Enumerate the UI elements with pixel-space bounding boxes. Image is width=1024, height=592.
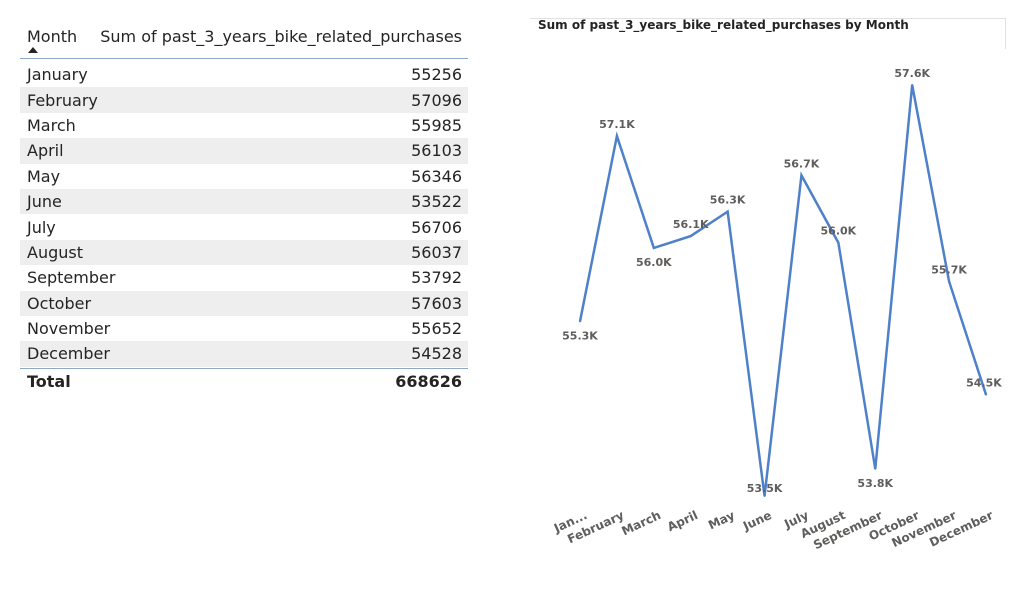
data-label: 54.5K (966, 377, 1002, 390)
x-tick-label: April (665, 508, 700, 534)
line-chart-visual[interactable]: Sum of past_3_years_bike_related_purchas… (530, 12, 1006, 582)
purchases-cell: 56103 (411, 141, 462, 161)
purchases-cell: 57096 (411, 90, 462, 110)
x-tick-label: March (619, 508, 663, 538)
table-row[interactable]: September 53792 (20, 265, 468, 290)
purchases-cell: 55652 (411, 319, 462, 339)
data-label: 55.3K (562, 329, 598, 342)
purchases-cell: 55256 (411, 65, 462, 85)
data-point[interactable] (985, 393, 987, 396)
data-point[interactable] (615, 135, 618, 138)
table-total-row: Total 668626 (20, 367, 468, 395)
data-label: 57.6K (894, 67, 930, 80)
x-tick-label: June (740, 508, 774, 534)
data-table: Month Sum of past_3_years_bike_related_p… (20, 20, 468, 395)
table-row[interactable]: January 55256 (20, 62, 468, 87)
data-point[interactable] (800, 174, 803, 177)
table-header: Month Sum of past_3_years_bike_related_p… (20, 20, 468, 59)
purchases-cell: 57603 (411, 293, 462, 313)
month-cell: February (27, 90, 98, 110)
sort-ascending-icon[interactable] (28, 47, 38, 53)
month-cell: July (27, 217, 56, 237)
total-label: Total (27, 372, 71, 392)
purchases-cell: 53522 (411, 192, 462, 212)
column-header-month[interactable]: Month (27, 27, 78, 46)
table-row[interactable]: April 56103 (20, 138, 468, 164)
month-cell: October (27, 293, 92, 313)
data-label: 56.7K (784, 157, 820, 170)
data-point[interactable] (652, 246, 655, 249)
total-value: 668626 (395, 372, 462, 392)
table-row[interactable]: June 53522 (20, 188, 468, 215)
table-row[interactable]: July 56706 (20, 214, 468, 239)
table-row[interactable]: August 56037 (20, 239, 468, 266)
purchases-cell: 56037 (411, 242, 462, 262)
month-cell: May (27, 166, 61, 186)
purchases-cell: 55985 (411, 115, 462, 135)
month-cell: March (27, 115, 76, 135)
purchases-cell: 54528 (411, 344, 462, 364)
data-label: 56.1K (673, 218, 709, 231)
table-row[interactable]: December 54528 (20, 341, 468, 367)
purchases-cell: 56346 (411, 166, 462, 186)
month-cell: August (27, 242, 83, 262)
data-point[interactable] (948, 280, 951, 283)
table-body: January 55256 February 57096 March 55985 April… (20, 62, 468, 367)
data-point[interactable] (874, 467, 877, 470)
month-cell: September (27, 268, 116, 288)
column-header-purchases[interactable]: Sum of past_3_years_bike_related_purchas… (100, 27, 462, 46)
series-line[interactable] (578, 84, 988, 497)
x-tick-label: May (706, 508, 737, 532)
data-point[interactable] (911, 84, 914, 86)
line-chart[interactable]: 55.3KJan...57.1KFebruary56.0KMarch56.1KA… (530, 12, 1006, 582)
purchases-cell: 53792 (411, 268, 462, 288)
table-row[interactable]: November 55652 (20, 316, 468, 341)
month-cell: April (27, 141, 64, 161)
data-point[interactable] (726, 210, 729, 213)
month-cell: June (27, 192, 62, 212)
data-label: 53.8K (857, 477, 893, 490)
table-row[interactable]: March 55985 (20, 113, 468, 138)
data-point[interactable] (689, 235, 692, 238)
data-label: 53.5K (747, 482, 783, 495)
data-label: 56.0K (821, 225, 857, 238)
table-row[interactable]: May 56346 (20, 164, 468, 189)
data-point[interactable] (763, 495, 766, 497)
table-row[interactable]: October 57603 (20, 290, 468, 316)
month-cell: January (27, 65, 88, 85)
data-label: 56.3K (710, 194, 746, 207)
chart-frame (530, 18, 1006, 49)
month-cell: December (27, 344, 110, 364)
data-label: 55.7K (931, 263, 967, 276)
data-label: 57.1K (599, 118, 635, 131)
month-cell: November (27, 319, 111, 339)
data-point[interactable] (837, 241, 840, 244)
chart-title: Sum of past_3_years_bike_related_purchas… (538, 18, 909, 32)
data-point[interactable] (579, 320, 581, 323)
data-label: 56.0K (636, 256, 672, 269)
purchases-cell: 56706 (411, 217, 462, 237)
table-row[interactable]: February 57096 (20, 87, 468, 113)
